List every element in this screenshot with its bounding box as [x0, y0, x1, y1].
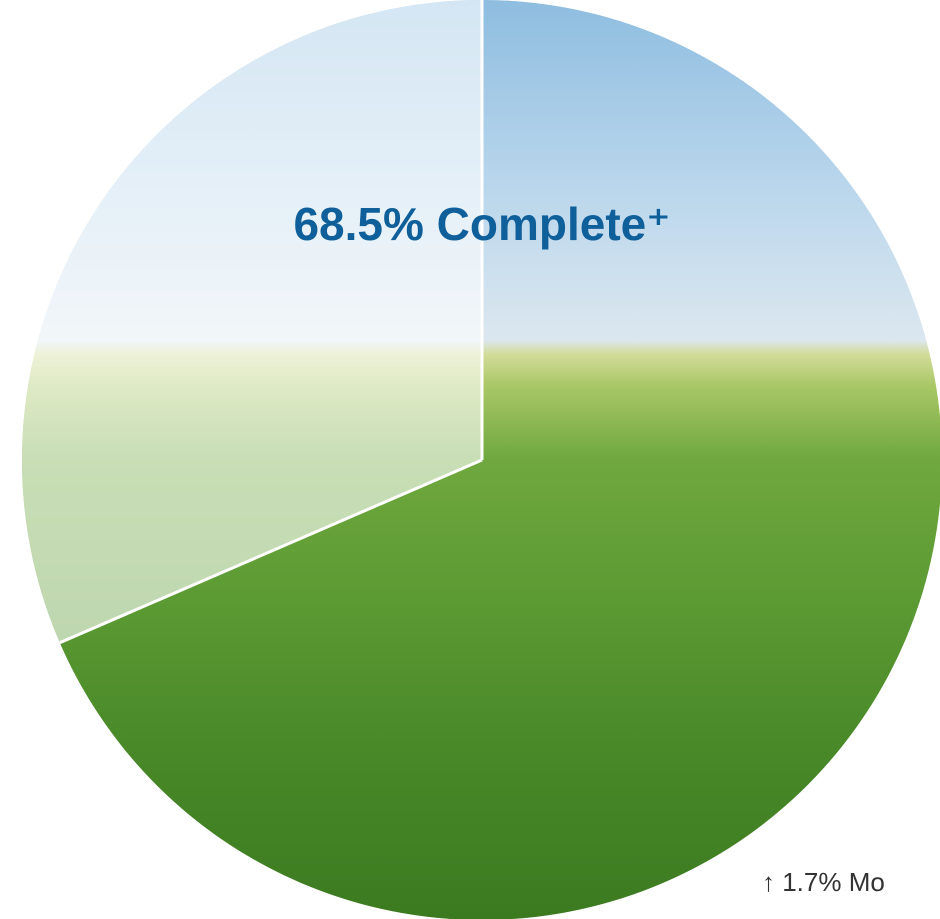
chart: 68.5% Complete⁺ ↑ 1.7% Mo [0, 0, 940, 919]
annotation: ↑ 1.7% Mo [762, 867, 885, 897]
page: 68.5% Complete⁺ ↑ 1.7% Mo (() => { const… [0, 0, 940, 919]
value-label: 68.5% Complete⁺ [293, 198, 670, 250]
